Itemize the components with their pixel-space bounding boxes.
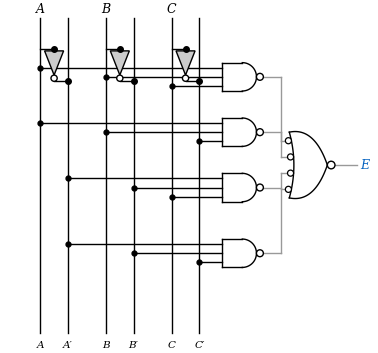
Text: B: B [102, 341, 110, 351]
Circle shape [183, 75, 189, 81]
Text: C: C [167, 3, 177, 16]
Polygon shape [45, 51, 64, 75]
Circle shape [256, 184, 263, 191]
Circle shape [256, 73, 263, 80]
Circle shape [285, 138, 291, 144]
Polygon shape [110, 51, 129, 75]
Text: C′: C′ [194, 341, 204, 351]
Circle shape [51, 75, 57, 81]
Text: A′: A′ [63, 341, 73, 351]
Circle shape [327, 161, 335, 169]
Circle shape [117, 75, 123, 81]
Text: A: A [37, 341, 44, 351]
Circle shape [256, 129, 263, 136]
Circle shape [288, 170, 294, 176]
Text: B′: B′ [129, 341, 139, 351]
Text: A: A [36, 3, 45, 16]
Text: E: E [360, 158, 369, 172]
Circle shape [285, 186, 291, 192]
Circle shape [256, 250, 263, 257]
Text: C: C [168, 341, 176, 351]
Text: B: B [101, 3, 110, 16]
Circle shape [288, 154, 294, 160]
Polygon shape [176, 51, 195, 75]
